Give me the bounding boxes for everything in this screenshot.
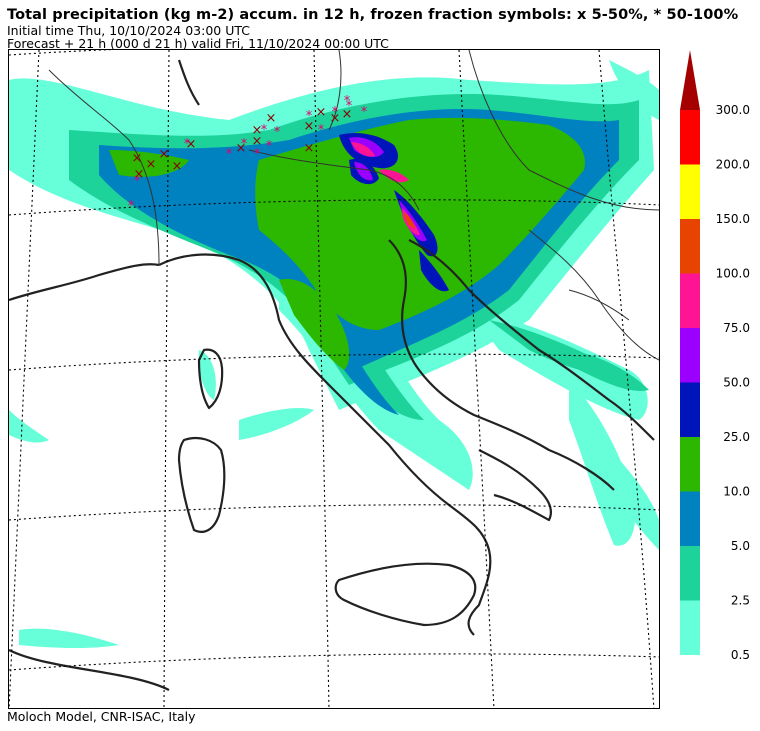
frozen-star-symbol: * — [128, 199, 135, 214]
legend-label: 2.5 — [731, 594, 750, 608]
legend-swatch — [680, 546, 700, 601]
frozen-x-symbol: × — [134, 167, 145, 182]
legend-swatch — [680, 273, 700, 328]
frozen-star-symbol: * — [266, 139, 273, 154]
frozen-x-symbol: × — [304, 141, 315, 156]
legend-swatch — [680, 600, 700, 655]
legend-swatch — [680, 328, 700, 383]
frozen-star-symbol: * — [184, 137, 191, 152]
frozen-star-symbol: * — [226, 147, 233, 162]
legend-label: 10.0 — [723, 485, 750, 499]
frozen-star-symbol: * — [306, 109, 313, 124]
frozen-star-symbol: * — [134, 174, 141, 189]
legend-swatch-max — [680, 50, 700, 110]
frozen-star-symbol: * — [361, 105, 368, 120]
frozen-x-symbol: × — [146, 157, 157, 172]
frozen-x-symbol: × — [304, 119, 315, 134]
legend-label: 5.0 — [731, 539, 750, 553]
frozen-star-symbol: * — [254, 147, 261, 162]
legend-label: 75.0 — [723, 321, 750, 335]
map-title: Total precipitation (kg m-2) accum. in 1… — [7, 7, 739, 23]
coastlines — [9, 59, 655, 691]
map-canvas: × ××××××××××× × ××******* **** * *** — [9, 50, 659, 708]
frozen-x-symbol: × — [132, 151, 143, 166]
legend-label: 150.0 — [716, 212, 750, 226]
graticule — [9, 50, 659, 708]
initial-time-label: Initial time Thu, 10/10/2024 03:00 UTC — [7, 23, 250, 38]
frozen-star-symbol: * — [241, 137, 248, 152]
legend-label: 300.0 — [716, 103, 750, 117]
frozen-x-symbol: × — [330, 111, 341, 126]
frozen-fraction-symbols: × ××××××××××× × ××******* **** * *** — [128, 94, 368, 214]
frozen-x-symbol: × — [236, 141, 247, 156]
precip-band-100 — [404, 212, 415, 228]
frozen-star-symbol: * — [346, 99, 353, 114]
legend-swatch — [680, 437, 700, 492]
legend-swatch — [680, 382, 700, 437]
frozen-x-symbol: × — [252, 134, 263, 149]
frozen-x-symbol: × — [342, 107, 353, 122]
precipitation-field — [9, 60, 659, 649]
precipitation-map: × × × × × × × × × × × × × × × * * * * * * * * * * * * * * * — [8, 49, 660, 709]
frozen-x-symbol: × — [316, 105, 327, 120]
frozen-x-symbol: × — [266, 111, 277, 126]
frozen-star-symbol: * — [261, 123, 268, 138]
legend-label: 25.0 — [723, 430, 750, 444]
legend-label: 200.0 — [716, 158, 750, 172]
national-borders — [48, 50, 659, 361]
legend-label: 0.5 — [731, 648, 750, 662]
legend-swatch — [680, 491, 700, 546]
frozen-star-symbol: * — [318, 123, 325, 138]
frozen-x-symbol: × — [186, 137, 197, 152]
frozen-star-symbol: * — [274, 125, 281, 140]
frozen-x-symbol: × — [252, 123, 263, 138]
color-legend: 0.5 2.5 5.0 10.0 25.0 50.0 75.0 100.0 150.0 200.0… — [680, 50, 750, 662]
frozen-star-symbol: * — [332, 105, 339, 120]
legend-label: 50.0 — [723, 376, 750, 390]
frozen-x-symbol: × — [159, 147, 170, 162]
forecast-time-label: Forecast + 21 h (000 d 21 h) valid Fri, … — [7, 36, 389, 51]
legend-label: 100.0 — [716, 267, 750, 281]
model-credit: Moloch Model, CNR-ISAC, Italy — [7, 709, 196, 724]
frozen-star-symbol: * — [344, 94, 351, 109]
frozen-x-symbol: × — [172, 159, 183, 174]
legend-swatch — [680, 219, 700, 274]
legend-swatch — [680, 110, 700, 165]
legend-swatch — [680, 164, 700, 219]
